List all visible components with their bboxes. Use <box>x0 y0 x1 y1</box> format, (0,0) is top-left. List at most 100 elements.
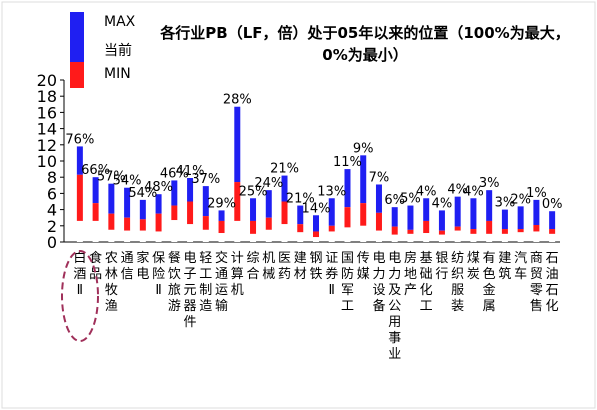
bar-upper-segment <box>139 199 146 220</box>
bar-upper-segment <box>218 210 225 221</box>
highlight-ellipse <box>61 250 99 342</box>
category-label: 传媒 <box>357 251 370 282</box>
percent-label: 2% <box>510 192 531 207</box>
bar-lower-segment <box>454 226 461 231</box>
category-label: 计算机 <box>231 251 244 298</box>
percent-label: 14% <box>302 201 331 216</box>
bar-base-gap <box>171 220 178 242</box>
bar-upper-segment <box>281 175 288 202</box>
y-tick-label: 8 <box>47 168 57 187</box>
bar-base-gap <box>297 232 304 242</box>
bar-lower-segment <box>423 220 430 234</box>
bar-lower-segment <box>155 213 162 232</box>
bar-base-gap <box>438 234 445 242</box>
percent-label: 5% <box>400 192 421 207</box>
percent-label: 76% <box>65 132 94 147</box>
bar-lower-segment <box>533 224 540 232</box>
category-label: 钢铁 <box>309 251 322 282</box>
category-label: 纺织服装 <box>451 251 464 314</box>
bar-base-gap <box>202 229 209 242</box>
bar-upper-segment <box>344 169 351 208</box>
bar-upper-segment <box>328 198 335 226</box>
bar-base-gap <box>234 220 241 242</box>
category-label: 轻工制造 <box>199 251 212 314</box>
percent-label: 41% <box>176 164 205 179</box>
bar-base-gap <box>501 233 508 242</box>
bar-base-gap <box>108 229 115 242</box>
category-label: 食品 <box>89 250 102 282</box>
percent-label: 29% <box>207 196 236 211</box>
bar-upper-segment <box>391 207 398 227</box>
percent-label: 4% <box>447 183 468 198</box>
bar-lower-segment <box>470 229 477 234</box>
percent-label: 7% <box>369 170 390 185</box>
bar-base-gap <box>328 231 335 242</box>
bar-lower-segment <box>501 229 508 234</box>
category-label: 交通运输 <box>215 250 228 314</box>
bar-lower-segment <box>92 203 99 221</box>
bar-lower-segment <box>265 217 272 230</box>
percent-label: 28% <box>223 93 252 108</box>
y-tick-label: 12 <box>37 136 57 155</box>
percent-label: 57% <box>97 170 126 185</box>
percent-label: 0% <box>542 197 563 212</box>
legend-min-label: MIN <box>104 66 131 82</box>
bar-upper-segment <box>265 190 272 218</box>
bar-base-gap <box>265 229 272 242</box>
category-label: 电力设备 <box>372 251 385 314</box>
y-tick-label: 0 <box>47 233 57 252</box>
bar-lower-segment <box>391 226 398 235</box>
category-label: 国防军工 <box>341 251 354 314</box>
percent-label: 9% <box>353 141 374 156</box>
bar-upper-segment <box>313 215 319 232</box>
bar-upper-segment <box>92 177 99 204</box>
bar-base-gap <box>187 224 194 242</box>
bar-base-gap <box>281 224 288 242</box>
y-tick-label: 2 <box>47 217 57 236</box>
bar-base-gap <box>360 225 367 242</box>
bar-upper-segment <box>155 194 162 214</box>
bar-lower-segment <box>171 205 178 221</box>
category-label: 建筑 <box>498 251 511 282</box>
bar-lower-segment <box>486 220 493 234</box>
percent-label: 66% <box>81 163 110 178</box>
chart-title: 各行业PB（LF，倍）处于05年以来的位置（100%为最大，0%为最小） <box>160 24 570 64</box>
y-tick-label: 4 <box>47 201 57 220</box>
bar-base-gap <box>454 230 461 242</box>
percent-label: 37% <box>191 172 220 187</box>
bar-upper-segment <box>454 196 461 227</box>
category-label: 房地产 <box>404 250 417 298</box>
category-label: 机械 <box>262 251 275 282</box>
category-label: 综合 <box>247 251 260 282</box>
percent-label: 6% <box>384 193 405 208</box>
bar-upper-segment <box>549 211 556 230</box>
bar-lower-segment <box>297 224 304 233</box>
percent-label: 4% <box>463 184 484 199</box>
bar-upper-segment <box>423 198 430 221</box>
percent-label: 1% <box>526 186 547 201</box>
bar-upper-segment <box>407 205 414 230</box>
bar-lower-segment <box>360 203 367 226</box>
bar-upper-segment <box>297 205 304 225</box>
bar-lower-segment <box>218 220 225 234</box>
percent-label: 4% <box>432 196 453 211</box>
bar-upper-segment <box>202 186 209 217</box>
legend-max-label: MAX <box>104 14 136 30</box>
legend-swatch-red <box>70 62 84 88</box>
bar-base-gap <box>155 231 162 242</box>
category-label: 石油石化 <box>546 251 559 314</box>
bar-lower-segment <box>549 229 556 234</box>
category-label: 煤炭 <box>467 251 480 282</box>
bar-upper-segment <box>187 178 194 202</box>
category-label: 保险 Ⅱ <box>152 251 165 298</box>
y-tick-label: 10 <box>37 152 57 171</box>
bar-base-gap <box>486 233 493 242</box>
bar-lower-segment <box>375 212 382 231</box>
bar-upper-segment <box>517 206 524 230</box>
category-label: 基础化工 <box>420 251 433 314</box>
bar-lower-segment <box>438 230 445 235</box>
percent-label: 3% <box>495 196 516 211</box>
bar-base-gap <box>76 220 83 242</box>
category-label: 白酒 Ⅱ <box>73 250 86 298</box>
